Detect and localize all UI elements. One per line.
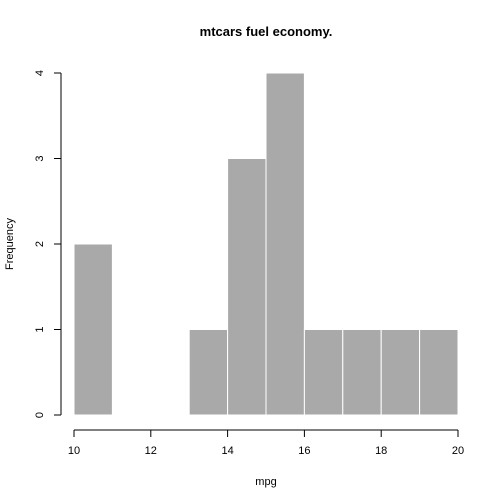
bar-8 — [380, 329, 421, 416]
y-tick-label: 0 — [34, 412, 46, 418]
bar-0 — [73, 243, 113, 416]
y-tick-label: 4 — [34, 70, 46, 76]
x-axis: 10 12 14 16 18 20 — [68, 429, 464, 457]
x-tick-label: 16 — [298, 445, 310, 457]
bar-3 — [188, 329, 229, 416]
bar-7 — [342, 329, 382, 416]
x-tick-label: 20 — [452, 445, 464, 457]
x-tick-label: 12 — [145, 445, 157, 457]
y-axis: 0 1 2 3 4 — [34, 70, 62, 418]
y-axis-label: Frequency — [4, 218, 16, 270]
bar-5 — [265, 72, 305, 416]
x-tick-label: 14 — [221, 445, 233, 457]
chart-title: mtcars fuel economy. — [200, 24, 333, 39]
bars-group — [73, 72, 459, 416]
bar-6 — [303, 329, 344, 416]
bar-9 — [419, 329, 459, 416]
x-tick-label: 10 — [68, 445, 80, 457]
y-tick-label: 3 — [34, 155, 46, 161]
y-tick-label: 1 — [34, 326, 46, 332]
y-tick-label: 2 — [34, 241, 46, 247]
x-tick-label: 18 — [375, 445, 387, 457]
bar-4 — [227, 158, 267, 416]
x-axis-label: mpg — [255, 476, 276, 488]
